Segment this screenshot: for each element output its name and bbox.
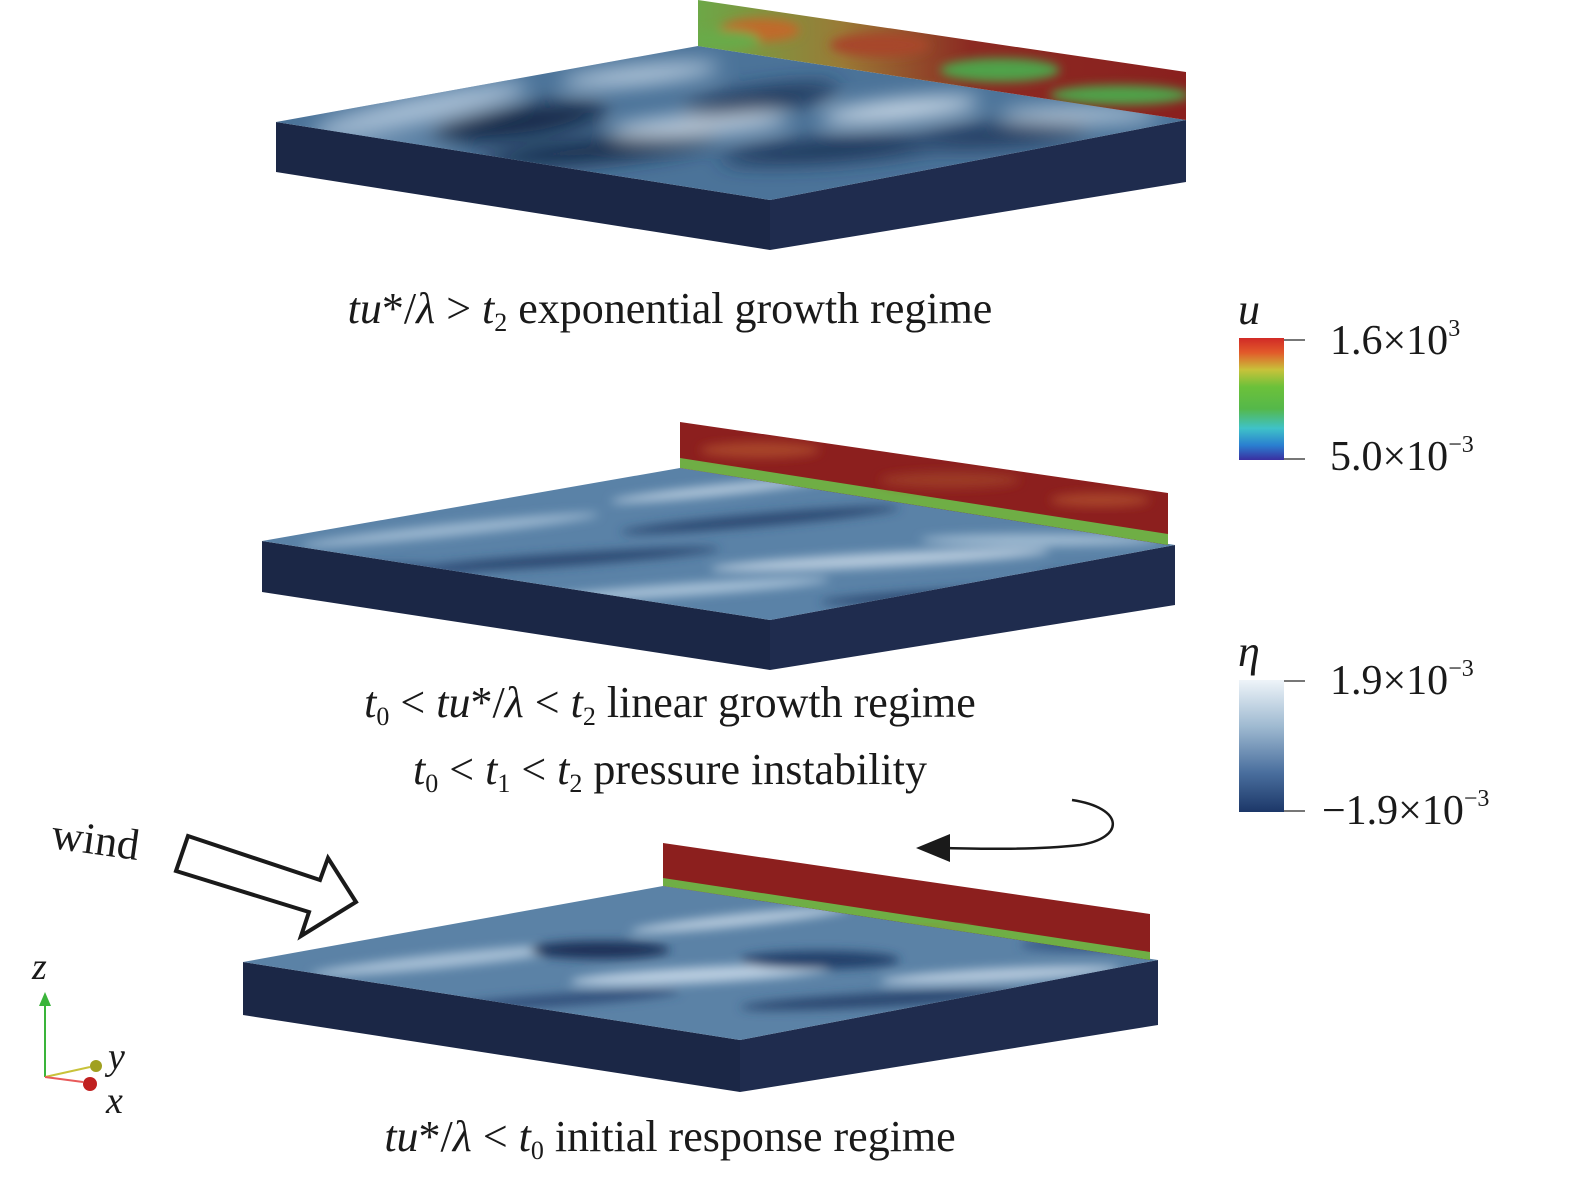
panel-initial <box>243 843 1158 1092</box>
slab-front-side <box>276 122 770 250</box>
caption-pressure-instability: t0 < t1 < t2 pressure instability <box>413 745 927 798</box>
colorbar-eta <box>1239 680 1305 812</box>
caption-exponential: tu*/λ > t2 exponential growth regime <box>347 284 993 337</box>
colorbar-eta-min-label: −1.9×10−3 <box>1322 786 1490 834</box>
slab-front-side <box>243 962 740 1092</box>
slab-right-side <box>770 545 1175 670</box>
caption-linear: t0 < tu*/λ < t2 linear growth regime <box>364 678 976 731</box>
axis-label-x: x <box>106 1080 123 1122</box>
colorbar-u-max-label: 1.6×103 <box>1330 316 1461 364</box>
axis-label-y: y <box>108 1036 125 1078</box>
colorbar-eta-title: η <box>1238 627 1260 676</box>
panel-exponential <box>276 0 1186 250</box>
slab-front-side <box>262 541 770 670</box>
colorbar-u-title: u <box>1238 285 1260 334</box>
slab-right-side <box>770 120 1186 250</box>
panel-linear <box>262 422 1175 670</box>
slab-right-side <box>740 960 1158 1092</box>
wind-arrow <box>173 833 359 941</box>
colorbar-eta-max-label: 1.9×10−3 <box>1330 656 1474 704</box>
axis-triad <box>39 992 102 1091</box>
wind-label: wind <box>48 809 143 871</box>
caption-initial: tu*/λ < t0 initial response regime <box>384 1112 956 1165</box>
axis-label-z: z <box>32 946 47 988</box>
colorbar-u <box>1239 338 1305 460</box>
colorbar-u-min-label: 5.0×10−3 <box>1330 432 1474 480</box>
curved-arrow <box>916 798 1114 862</box>
